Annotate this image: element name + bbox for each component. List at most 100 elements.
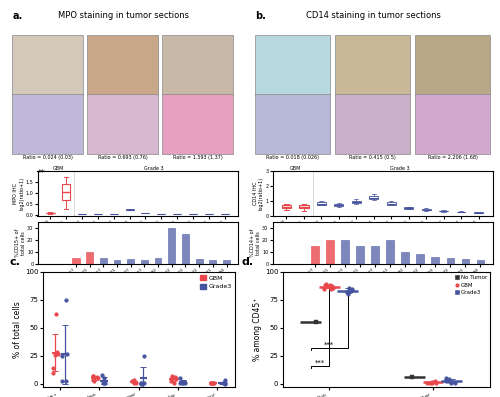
Point [348,285,356,292]
Point [136,380,144,387]
Point [53,349,61,356]
Point [100,380,108,387]
Point [442,378,450,385]
Point [172,376,180,382]
Bar [127,259,134,264]
Point [432,378,440,385]
Point [168,373,176,379]
Point [344,291,352,297]
Text: Grade 3: Grade 3 [144,166,163,171]
Point [50,351,58,358]
Bar [210,260,216,264]
Text: c.: c. [10,257,20,267]
Point [218,380,226,387]
Bar [415,35,490,95]
Text: a.: a. [12,11,22,21]
Bar [141,260,148,264]
Point [208,380,216,387]
Bar [196,259,202,264]
Bar [335,35,410,95]
Text: CD14 staining in tumor sections: CD14 staining in tumor sections [306,11,441,20]
Point [312,319,320,326]
Point [128,378,136,385]
Bar [371,246,378,264]
Bar [88,35,158,95]
Point [220,380,228,387]
Text: b.: b. [255,11,266,21]
Point [52,311,60,318]
Bar [416,254,424,264]
Bar [356,246,364,264]
Bar [341,240,348,264]
Bar [326,240,334,264]
Point [206,380,214,387]
Bar [12,94,83,154]
Point [50,365,58,371]
Point [428,380,436,386]
Bar [100,258,106,264]
Y-axis label: CD14 IHC
log2(ratio+1): CD14 IHC log2(ratio+1) [253,177,264,210]
Point [209,380,217,386]
Bar [114,260,120,264]
Point [450,380,458,386]
Text: d.: d. [241,257,253,267]
Point [140,353,148,359]
Point [342,289,350,295]
Point [94,375,102,381]
Point [62,297,70,303]
Point [130,377,138,384]
Point [424,380,432,386]
Point [320,282,328,289]
Bar [223,260,230,264]
Text: ***: *** [315,359,325,365]
Point [101,380,109,386]
Point [322,281,330,287]
Text: ***: *** [324,341,334,347]
Text: **: ** [38,169,45,178]
Text: Ratio = 0.415 (0.5): Ratio = 0.415 (0.5) [349,155,396,160]
Bar [72,258,80,264]
Point [445,376,453,382]
Point [140,380,148,387]
Bar [154,258,162,264]
Bar [255,35,330,95]
Text: GBM: GBM [52,166,64,171]
Point [207,380,215,386]
Point [93,374,101,380]
Point [208,380,216,386]
Point [210,380,218,386]
Text: Ratio = 1.593 (1.37): Ratio = 1.593 (1.37) [173,155,222,160]
Bar [402,252,409,264]
Point [89,377,97,384]
Bar [162,94,233,154]
Point [50,369,58,376]
Point [176,375,184,381]
Point [408,374,416,380]
Point [58,378,66,385]
Bar [162,35,233,95]
Point [327,285,335,292]
Point [220,380,228,387]
Point [130,380,138,386]
Point [62,378,70,385]
Point [99,380,107,387]
Point [129,378,137,385]
Point [442,377,450,384]
Bar [432,257,439,264]
Text: Ratio = 0.018 (0.026): Ratio = 0.018 (0.026) [266,155,319,160]
Point [428,379,436,385]
Point [172,374,179,380]
Point [176,380,184,387]
Y-axis label: % of total cells: % of total cells [13,301,22,358]
Legend: GBM, Grade3: GBM, Grade3 [200,275,232,289]
Point [345,284,353,291]
Bar [12,35,83,95]
Point [178,380,186,387]
Point [182,380,190,387]
Bar [88,94,158,154]
Point [320,285,328,292]
Y-axis label: MPO IHC
log2(ratio+1): MPO IHC log2(ratio+1) [14,177,24,210]
Point [100,375,108,381]
Point [138,380,145,387]
Bar [255,94,330,154]
